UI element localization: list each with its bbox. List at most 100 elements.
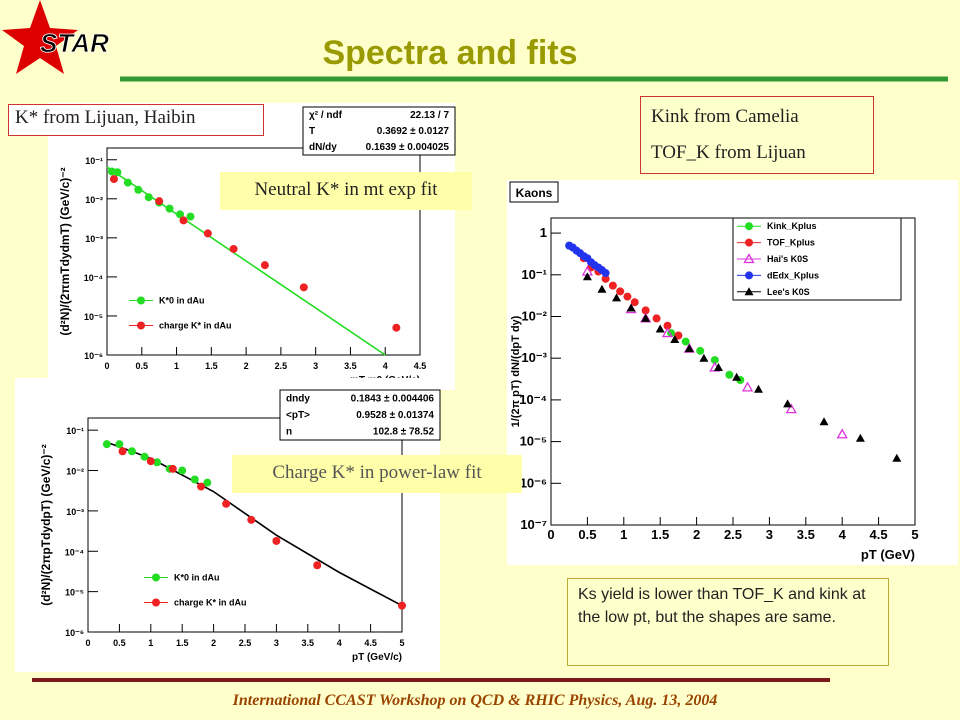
stats-name: dndy: [286, 393, 310, 404]
marker: [118, 447, 127, 456]
chart: 0 0.5 1 1.5 2 2.5 3 3.5 4 4.5 5 1 10⁻¹ 10⁻² 10⁻³ 10⁻⁴ 10…: [507, 180, 958, 565]
y-tick-label: 1: [540, 225, 547, 240]
marker: [612, 293, 622, 302]
x-tick-label: 1: [148, 638, 153, 648]
y-tick-label: 10⁻²: [85, 195, 103, 205]
y-tick-label: 10⁻²: [66, 467, 84, 477]
y-tick-label: 10⁻⁷: [520, 517, 547, 532]
stats-name: n: [286, 427, 292, 438]
stats-value: 0.1639 ± 0.004025: [366, 142, 450, 153]
marker: [153, 458, 162, 467]
y-tick-label: 10⁻⁴: [84, 273, 103, 283]
x-tick-label: 4: [839, 527, 847, 542]
x-tick-label: 2: [693, 527, 700, 542]
marker: [102, 440, 111, 449]
logo-text: STAR: [40, 28, 109, 58]
star-logo: [2, 0, 78, 74]
x-tick-label: 2: [211, 638, 216, 648]
marker: [260, 261, 269, 270]
marker: [176, 210, 185, 219]
fit-label: Charge K* in power-law fit: [232, 455, 522, 493]
y-tick-label: 10⁻⁶: [65, 628, 84, 638]
marker: [855, 433, 865, 442]
stats-value: 0.9528 ± 0.01374: [356, 410, 434, 421]
marker: [741, 381, 754, 392]
legend-marker: [745, 238, 753, 247]
x-tick-label: 3: [274, 638, 279, 648]
x-tick-label: 0.5: [578, 527, 596, 542]
marker: [608, 281, 617, 290]
legend-label: Lee's K0S: [767, 287, 810, 297]
marker: [616, 287, 625, 296]
fit-label: Neutral K* in mt exp fit: [220, 172, 472, 210]
marker: [186, 212, 195, 221]
x-tick-label: 1.5: [205, 361, 218, 371]
y-axis-label: (d²N)/(2πmTdydmT) (GeV/c)⁻²: [58, 167, 72, 335]
x-tick-label: 2: [244, 361, 249, 371]
legend-marker: [744, 287, 754, 296]
y-tick-label: 10⁻¹: [85, 156, 103, 166]
y-axis-label: (d²N)/(2πpTdydpT) (GeV/c)⁻²: [39, 444, 53, 606]
y-tick-label: 10⁻³: [521, 350, 547, 365]
marker: [115, 440, 124, 449]
marker: [398, 601, 406, 610]
marker: [626, 303, 636, 312]
y-tick-label: 10⁻⁴: [65, 547, 84, 557]
stats-name: T: [309, 126, 315, 137]
marker: [674, 331, 683, 340]
marker: [652, 314, 661, 323]
y-tick-label: 10⁻³: [66, 507, 84, 517]
marker: [272, 536, 281, 545]
legend-marker: [745, 222, 753, 231]
x-tick-label: 1: [174, 361, 179, 371]
stats-name: <pT>: [286, 410, 310, 421]
legend-marker: [745, 271, 753, 280]
x-tick-label: 3.5: [797, 527, 815, 542]
stats-box: [302, 106, 456, 156]
y-axis-label: 1/(2π pT) dN/(dpT dy): [510, 315, 522, 427]
charts: 0 0.5 1 1.5 2 2.5 3 3.5 4 4.5 10⁻¹ 10⁻² 10⁻³ 10⁻⁴ 10⁻⁵…: [15, 103, 958, 672]
marker: [725, 370, 734, 379]
marker: [134, 185, 143, 194]
stats-value: 0.3692 ± 0.0127: [377, 126, 450, 137]
x-tick-label: 3: [766, 527, 773, 542]
chart: 0 0.5 1 1.5 2 2.5 3 3.5 4 4.5 10⁻¹ 10⁻² 10⁻³ 10⁻⁴ 10⁻⁵…: [48, 103, 456, 390]
y-tick-label: 10⁻²: [521, 308, 547, 323]
legend-label: dEdx_Kplus: [767, 270, 819, 280]
legend-label: charge K* in dAu: [174, 598, 247, 608]
y-tick-label: 10⁻¹: [66, 426, 84, 436]
fit-line: [106, 166, 386, 356]
marker: [178, 466, 187, 475]
marker: [165, 204, 174, 213]
x-tick-label: 2.5: [275, 361, 288, 371]
marker: [670, 335, 680, 344]
y-tick-label: 10⁻³: [85, 234, 103, 244]
y-tick-label: 10⁻⁴: [519, 392, 547, 407]
x-tick-label: 0: [104, 361, 109, 371]
marker: [710, 356, 719, 365]
marker: [109, 175, 118, 184]
marker: [197, 482, 206, 491]
note: Ks yield is lower than TOF_K and kink at…: [567, 578, 889, 666]
x-tick-label: 0.5: [136, 361, 149, 371]
x-tick-label: 3.5: [302, 638, 315, 648]
x-tick-label: 4.5: [414, 361, 427, 371]
marker: [127, 447, 136, 456]
legend-label: K*0 in dAu: [174, 573, 220, 583]
marker: [229, 244, 238, 253]
marker: [684, 344, 694, 353]
stats-value: 22.13 / 7: [410, 110, 449, 121]
y-tick-label: 10⁻⁵: [65, 588, 84, 598]
label-box: K* from Lijuan, Haibin: [8, 104, 264, 136]
legend-marker: [137, 321, 145, 330]
marker: [155, 197, 164, 206]
x-tick-label: 4.5: [870, 527, 888, 542]
legend-marker: [743, 253, 755, 264]
legend-label: Kink_Kplus: [767, 221, 817, 231]
marker: [146, 457, 155, 466]
marker: [140, 452, 149, 461]
marker: [661, 327, 674, 338]
marker: [392, 323, 401, 332]
marker: [753, 384, 763, 393]
